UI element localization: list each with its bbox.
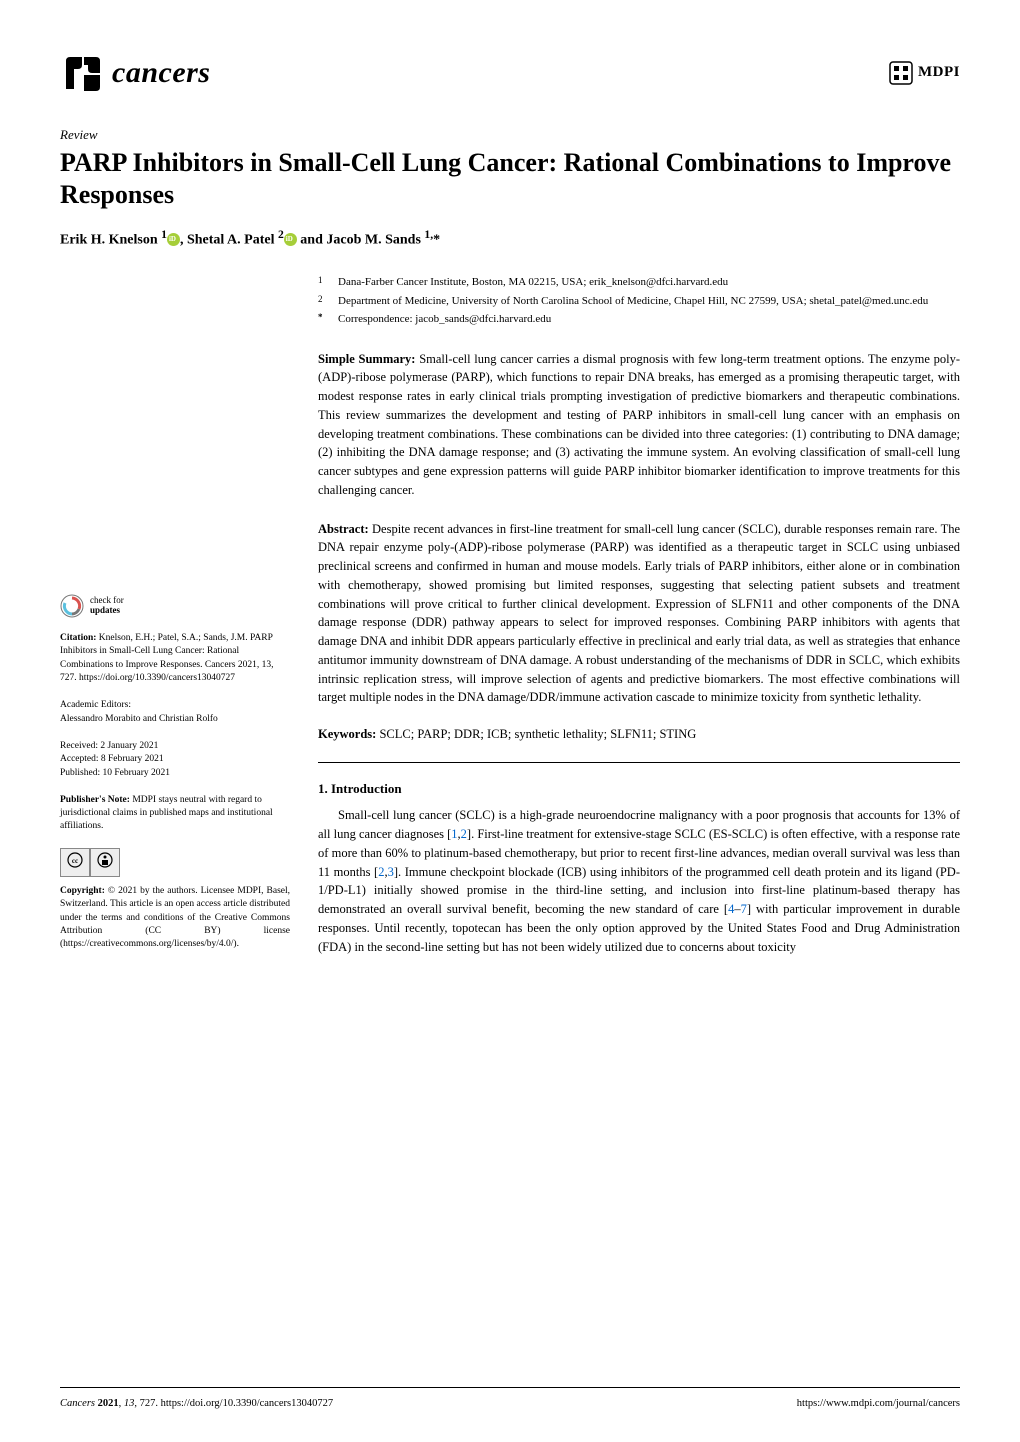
- affiliation-row: 1 Dana-Farber Cancer Institute, Boston, …: [318, 274, 960, 291]
- journal-logo: cancers: [60, 50, 210, 95]
- mdpi-logo-icon: [888, 60, 914, 86]
- affil-num: 2: [318, 293, 328, 310]
- keywords: Keywords: SCLC; PARP; DDR; ICB; syntheti…: [318, 725, 960, 744]
- editors-names: Alessandro Morabito and Christian Rolfo: [60, 713, 290, 726]
- affil-num: *: [318, 311, 328, 328]
- keywords-text: SCLC; PARP; DDR; ICB; synthetic lethalit…: [379, 727, 696, 741]
- date-accepted: Accepted: 8 February 2021: [60, 753, 290, 766]
- affiliation-row: 2 Department of Medicine, University of …: [318, 293, 960, 310]
- affil-text: Department of Medicine, University of No…: [338, 293, 928, 310]
- abstract-label: Abstract:: [318, 522, 369, 536]
- ref-link[interactable]: 7: [741, 902, 747, 916]
- footer-left: Cancers 2021, 13, 727. https://doi.org/1…: [60, 1396, 333, 1412]
- article-type: Review: [60, 125, 960, 145]
- by-icon: [90, 848, 120, 877]
- cc-icon: cc: [60, 848, 90, 877]
- affil-text: Correspondence: jacob_sands@dfci.harvard…: [338, 311, 551, 328]
- copyright-label: Copyright:: [60, 886, 105, 896]
- copyright-block: Copyright: © 2021 by the authors. Licens…: [60, 885, 290, 951]
- publishers-note-label: Publisher's Note:: [60, 795, 130, 805]
- affiliations: 1 Dana-Farber Cancer Institute, Boston, …: [318, 274, 960, 328]
- section-heading: 1. Introduction: [318, 779, 960, 799]
- page-header: cancers MDPI: [60, 50, 960, 95]
- footer-right[interactable]: https://www.mdpi.com/journal/cancers: [797, 1396, 960, 1412]
- simple-summary-label: Simple Summary:: [318, 352, 415, 366]
- orcid-icon[interactable]: [284, 233, 297, 246]
- publisher-name: MDPI: [918, 61, 960, 84]
- ref-link[interactable]: 4: [728, 902, 734, 916]
- svg-text:cc: cc: [72, 857, 78, 865]
- citation-block: Citation: Knelson, E.H.; Patel, S.A.; Sa…: [60, 632, 290, 685]
- check-for-updates[interactable]: check for updates: [60, 594, 290, 618]
- publishers-note-block: Publisher's Note: MDPI stays neutral wit…: [60, 794, 290, 834]
- cancers-logo-icon: [60, 51, 104, 95]
- mdpi-logo: MDPI: [888, 60, 960, 86]
- ref-link[interactable]: 2: [461, 827, 467, 841]
- check-updates-line2: updates: [90, 606, 124, 616]
- dates-block: Received: 2 January 2021 Accepted: 8 Feb…: [60, 740, 290, 780]
- ref-link[interactable]: 3: [388, 865, 394, 879]
- ref-link[interactable]: 1: [451, 827, 457, 841]
- simple-summary: Simple Summary: Small-cell lung cancer c…: [318, 350, 960, 500]
- authors-line: Erik H. Knelson 1, Shetal A. Patel 2 and…: [60, 226, 960, 251]
- affil-num: 1: [318, 274, 328, 291]
- article-title: PARP Inhibitors in Small-Cell Lung Cance…: [60, 147, 960, 212]
- main-content: 1 Dana-Farber Cancer Institute, Boston, …: [318, 274, 960, 965]
- abstract-text: Despite recent advances in first-line tr…: [318, 522, 960, 705]
- journal-name: cancers: [112, 50, 210, 95]
- affiliation-row: * Correspondence: jacob_sands@dfci.harva…: [318, 311, 960, 328]
- affil-text: Dana-Farber Cancer Institute, Boston, MA…: [338, 274, 728, 291]
- editors-label: Academic Editors:: [60, 699, 290, 712]
- ref-link[interactable]: 2: [378, 865, 384, 879]
- simple-summary-text: Small-cell lung cancer carries a dismal …: [318, 352, 960, 497]
- date-published: Published: 10 February 2021: [60, 767, 290, 780]
- editors-block: Academic Editors: Alessandro Morabito an…: [60, 699, 290, 726]
- abstract: Abstract: Despite recent advances in fir…: [318, 520, 960, 708]
- divider: [318, 762, 960, 763]
- check-updates-icon: [60, 594, 84, 618]
- check-updates-label: check for updates: [90, 596, 124, 616]
- sidebar: check for updates Citation: Knelson, E.H…: [60, 274, 290, 965]
- intro-paragraph: Small-cell lung cancer (SCLC) is a high-…: [318, 806, 960, 956]
- page-footer: Cancers 2021, 13, 727. https://doi.org/1…: [60, 1387, 960, 1412]
- keywords-label: Keywords:: [318, 727, 376, 741]
- citation-label: Citation:: [60, 633, 96, 643]
- cc-license-badge[interactable]: cc: [60, 848, 290, 877]
- date-received: Received: 2 January 2021: [60, 740, 290, 753]
- orcid-icon[interactable]: [167, 233, 180, 246]
